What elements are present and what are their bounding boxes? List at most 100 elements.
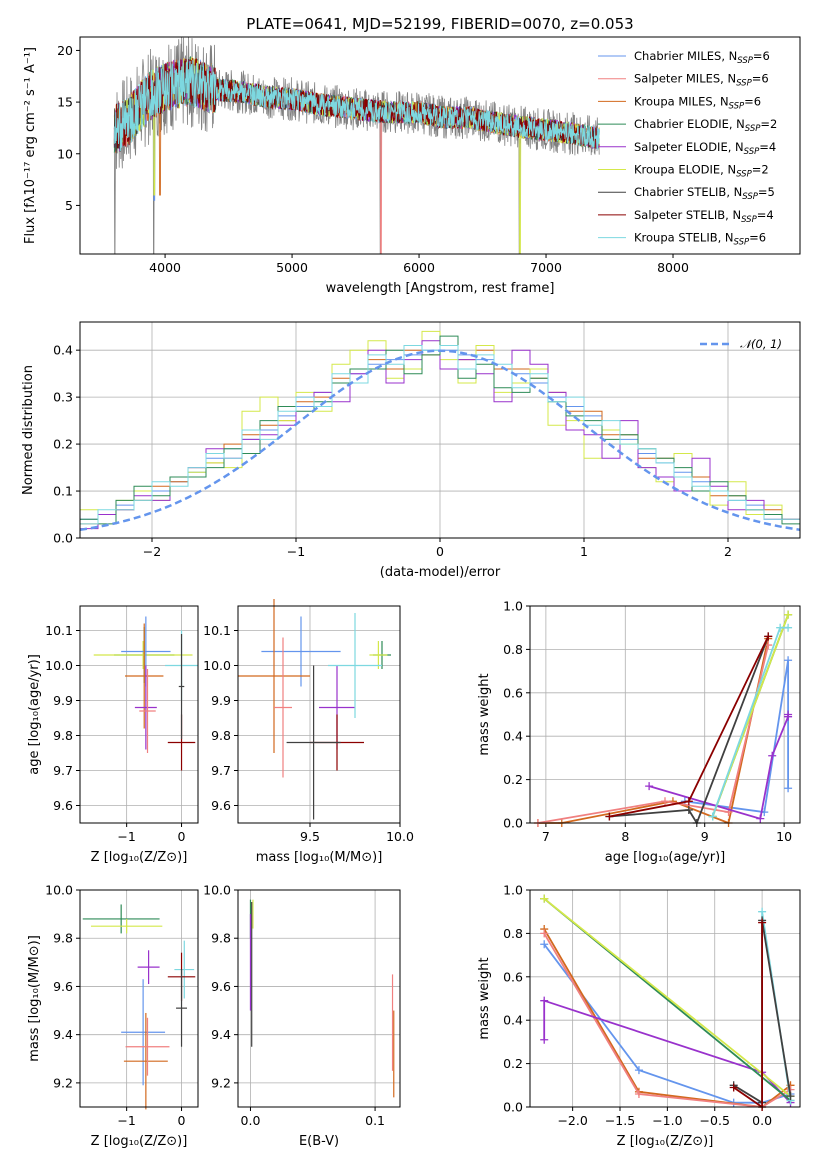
plot-area bbox=[113, 36, 600, 255]
error-point-5 bbox=[274, 637, 292, 778]
axes-frame bbox=[79, 36, 801, 255]
y-tick-label: 0.2 bbox=[53, 437, 73, 452]
weight-point-8 bbox=[729, 1083, 738, 1092]
y-tick-label: 9.2 bbox=[211, 1075, 231, 1090]
x-axis-label: Z [log₁₀(Z/Z⊙)] bbox=[617, 1134, 714, 1149]
error-point-6 bbox=[328, 613, 382, 718]
y-tick-label: 15 bbox=[57, 95, 73, 110]
y-tick-label: 9.8 bbox=[53, 931, 73, 946]
x-axis-label: (data-model)/error bbox=[380, 565, 501, 580]
weight-point-8 bbox=[605, 812, 614, 821]
plot-area bbox=[82, 904, 196, 1110]
x-tick-label: −1 bbox=[117, 1113, 135, 1128]
weight-point-0 bbox=[540, 940, 549, 949]
x-tick-label: −2.0 bbox=[557, 1113, 587, 1128]
x-tick-label: 0 bbox=[178, 829, 186, 844]
weight-point-0 bbox=[784, 656, 793, 665]
legend-label-7: Salpeter STELIB, NSSP=4 bbox=[634, 208, 774, 225]
y-axis-label: mass weight bbox=[477, 673, 492, 755]
error-point-1 bbox=[369, 641, 388, 669]
weight-point-8 bbox=[758, 918, 767, 927]
weight-series-1 bbox=[543, 928, 792, 1108]
x-axis-label: E(B-V) bbox=[299, 1134, 339, 1149]
error-point-6 bbox=[174, 940, 195, 999]
weight-series-3 bbox=[543, 999, 792, 1104]
error-point-4 bbox=[134, 665, 157, 750]
model-spectrum-8 bbox=[113, 60, 600, 152]
axes-frame bbox=[529, 889, 801, 1108]
y-tick-label: 0.2 bbox=[503, 772, 523, 787]
y-tick-label: 10.0 bbox=[45, 658, 73, 673]
plot-area bbox=[238, 599, 391, 820]
weight-point-5 bbox=[540, 894, 549, 903]
panel-5: −1 0 9.2 9.4 9.6 9.8 10.0 Z [log₁₀(Z/Z⊙)] mass [… bbox=[27, 883, 199, 1149]
legend: Chabrier MILES, NSSP=6 Salpeter MILES, NS… bbox=[598, 49, 777, 248]
weight-point-0 bbox=[634, 1066, 643, 1075]
y-tick-label: 0.3 bbox=[53, 390, 73, 405]
y-tick-label: 0.6 bbox=[503, 685, 523, 700]
x-tick-label: −1 bbox=[287, 544, 305, 559]
x-tick-label: 5000 bbox=[276, 260, 308, 275]
y-tick-label: 10.0 bbox=[203, 883, 231, 898]
y-tick-label: 0.1 bbox=[53, 484, 73, 499]
error-point-1 bbox=[93, 641, 193, 669]
plot-area bbox=[93, 616, 198, 771]
y-tick-label: 10 bbox=[57, 146, 73, 161]
weight-point-8 bbox=[764, 632, 773, 641]
x-tick-label: 10 bbox=[776, 829, 792, 844]
weight-point-3 bbox=[540, 996, 549, 1005]
panel-1: −2 −1 0 1 2 0.0 0.1 0.2 0.3 0.4 (data-model)/error… bbox=[21, 321, 801, 580]
y-tick-label: 0.0 bbox=[503, 1100, 523, 1115]
legend-label-0: Chabrier MILES, NSSP=6 bbox=[634, 49, 770, 66]
weight-point-2 bbox=[661, 797, 669, 806]
y-tick-label: 9.8 bbox=[53, 728, 73, 743]
y-tick-label: 9.6 bbox=[211, 979, 231, 994]
panel-6: 0.0 0.1 9.2 9.4 9.6 9.8 10.0 E(B-V) bbox=[203, 883, 401, 1149]
panel-2: −1 0 9.6 9.7 9.8 9.9 10.0 10.1 Z [log₁₀(Z/Z⊙)] ag… bbox=[27, 605, 199, 865]
legend-label-1: Salpeter MILES, NSSP=6 bbox=[634, 72, 769, 89]
x-tick-label: 0.0 bbox=[241, 1113, 261, 1128]
x-tick-label: 7000 bbox=[530, 260, 562, 275]
plot-area bbox=[79, 330, 801, 532]
panel-4: 7 8 9 10 0.0 0.2 0.4 0.6 0.8 1.0 age [log₁₀(age/yr… bbox=[477, 599, 801, 865]
x-tick-label: 0.1 bbox=[365, 1113, 385, 1128]
error-point-3 bbox=[238, 599, 310, 753]
y-tick-label: 10.1 bbox=[203, 623, 231, 638]
y-axis-label: Flux [fλ10⁻¹⁷ erg cm⁻² s⁻¹ A⁻¹] bbox=[23, 47, 38, 244]
x-tick-label: 0.0 bbox=[752, 1113, 772, 1128]
weight-point-7 bbox=[786, 1092, 795, 1101]
normal-reference-curve bbox=[79, 349, 801, 532]
x-tick-label: 6000 bbox=[403, 260, 435, 275]
axes-frame bbox=[79, 889, 199, 1108]
panel-3: 9.5 10.0 9.6 9.7 9.8 9.9 10.0 10.1 mass [log₁₀(M… bbox=[203, 599, 414, 865]
weight-series-2 bbox=[537, 644, 770, 824]
x-tick-label: 10.0 bbox=[386, 829, 414, 844]
grid-lines bbox=[80, 606, 198, 823]
y-tick-label: 10.1 bbox=[45, 623, 73, 638]
x-tick-label: 8 bbox=[621, 829, 629, 844]
y-axis-label: mass [log₁₀(M/M⊙)] bbox=[27, 935, 42, 1062]
y-tick-label: 0.8 bbox=[503, 926, 523, 941]
error-point-5 bbox=[125, 1017, 170, 1076]
y-tick-label: 1.0 bbox=[503, 883, 523, 898]
weight-point-2 bbox=[634, 1089, 643, 1098]
weight-point-6 bbox=[758, 907, 767, 916]
legend-label-2: Kroupa MILES, NSSP=6 bbox=[634, 94, 761, 111]
weight-point-2 bbox=[540, 929, 549, 938]
x-tick-label: −1 bbox=[117, 829, 135, 844]
x-tick-label: 9.5 bbox=[300, 829, 320, 844]
axes-frame bbox=[237, 889, 401, 1108]
x-tick-label: 7 bbox=[542, 829, 550, 844]
y-tick-label: 0.0 bbox=[53, 531, 73, 546]
y-tick-label: 9.9 bbox=[53, 693, 73, 708]
error-point-8 bbox=[178, 634, 185, 739]
plot-area bbox=[249, 899, 395, 1098]
error-point-3 bbox=[123, 1012, 168, 1110]
y-tick-label: 9.7 bbox=[211, 763, 231, 778]
x-tick-label: −2 bbox=[143, 544, 161, 559]
y-tick-label: 0.2 bbox=[503, 1056, 523, 1071]
y-tick-label: 9.7 bbox=[53, 763, 73, 778]
y-tick-label: 9.4 bbox=[53, 1027, 73, 1042]
y-tick-label: 20 bbox=[57, 43, 73, 58]
